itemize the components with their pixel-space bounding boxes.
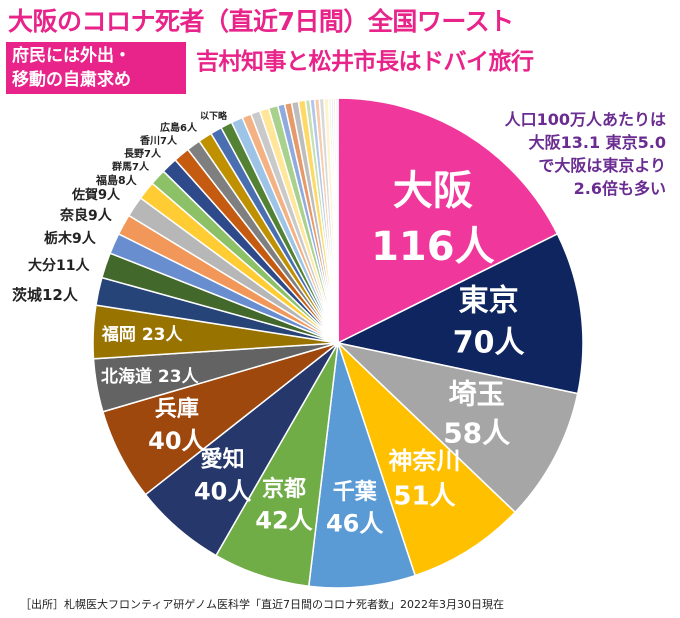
slice-2-value-label: 58人 bbox=[443, 417, 510, 450]
slice-12-outside-label: 栃木9人 bbox=[44, 230, 97, 247]
badge-line-1: 府民には外出・ bbox=[12, 46, 131, 66]
slice-5-name-label: 京都 bbox=[262, 476, 306, 502]
slice-9-label: 福岡 23人 bbox=[101, 324, 184, 345]
slice-0-name-label: 大阪 bbox=[393, 168, 473, 214]
slice-2 bbox=[335, 341, 579, 514]
slice-17-outside-label: 長野7人 bbox=[124, 147, 162, 160]
slice-5-value-label: 42人 bbox=[255, 507, 312, 535]
slice-4-name-label: 千葉 bbox=[333, 480, 378, 505]
slice-19-outside-label: 広島6人 bbox=[160, 121, 198, 134]
per-million-annotation: 人口100万人あたりは 大阪13.1 東京5.0 で大阪は東京より 2.6倍も多… bbox=[505, 108, 666, 200]
slice-0 bbox=[337, 97, 559, 345]
slice-6-name-label: 愛知 bbox=[201, 447, 245, 473]
chart-title: 大阪のコロナ死者（直近7日間）全国ワースト bbox=[8, 7, 514, 36]
source-note: ［出所］札幌医大フロンティア研ゲノム医科学「直近7日間のコロナ死者数」2022年… bbox=[20, 598, 504, 611]
annotation-line-1: 人口100万人あたりは bbox=[504, 110, 666, 129]
slice-3 bbox=[337, 342, 517, 577]
slice-13-outside-label: 奈良9人 bbox=[59, 207, 113, 224]
slice-16-outside-label: 群馬7人 bbox=[112, 160, 150, 173]
slice-4 bbox=[307, 342, 417, 589]
annotation-line-4: 2.6倍も多い bbox=[573, 179, 666, 198]
slice-15-outside-label: 福島8人 bbox=[95, 173, 138, 187]
slice-4-value-label: 46人 bbox=[326, 510, 383, 538]
slice-10-outside-label: 茨城12人 bbox=[12, 286, 79, 304]
badge-line-2: 移動の自粛求め bbox=[12, 70, 131, 90]
slice-6-value-label: 40人 bbox=[194, 477, 251, 505]
slice-1-name-label: 東京 bbox=[459, 283, 519, 318]
slice-18-outside-label: 香川7人 bbox=[140, 134, 178, 147]
slice-40 bbox=[334, 97, 339, 344]
slice-2-name-label: 埼玉 bbox=[449, 378, 505, 411]
slice-8-label: 北海道 23人 bbox=[101, 366, 200, 387]
slice-3-value-label: 51人 bbox=[393, 481, 455, 511]
slice-7-value-label: 40人 bbox=[148, 427, 205, 455]
annotation-line-3: で大阪は東京より bbox=[538, 156, 666, 175]
slice-11-outside-label: 大分11人 bbox=[28, 257, 90, 274]
slice-1-value-label: 70人 bbox=[453, 325, 525, 360]
stay-home-badge: 府民には外出・ 移動の自粛求め bbox=[6, 42, 186, 94]
chart-subtitle: 吉村知事と松井市長はドバイ旅行 bbox=[196, 49, 534, 75]
slice-0-value-label: 116人 bbox=[371, 224, 495, 270]
annotation-line-2: 大阪13.1 東京5.0 bbox=[528, 133, 666, 152]
slice-1 bbox=[335, 232, 584, 395]
slice-14-outside-label: 佐賀9人 bbox=[71, 187, 121, 203]
slice-7-name-label: 兵庫 bbox=[155, 396, 199, 422]
others-label: 以下略 bbox=[200, 110, 228, 122]
slice-3-name-label: 神奈川 bbox=[388, 447, 460, 475]
